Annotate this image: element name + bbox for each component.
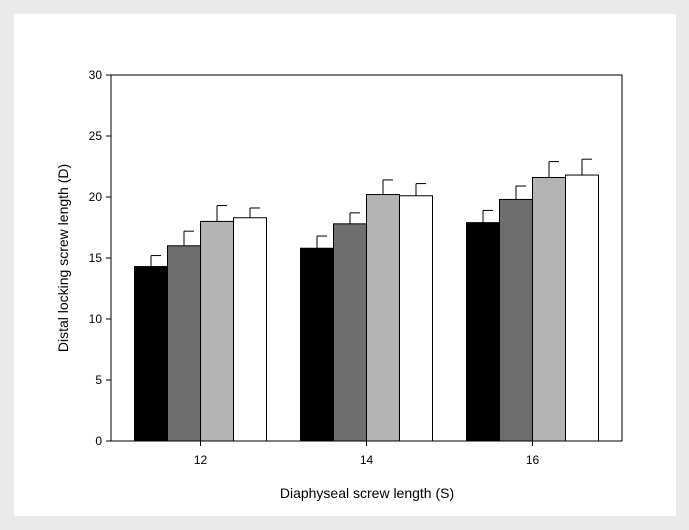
x-tick-label-16: 16	[526, 453, 540, 467]
bar-s1-16	[466, 222, 500, 442]
axes-layer: 0 5 10 15 20 25 30 12 14 16	[89, 68, 623, 467]
bar-s1-12	[134, 266, 168, 442]
bar-s3-12	[200, 220, 234, 442]
bar-s3-16	[532, 176, 566, 442]
bar-s3-14	[366, 194, 400, 442]
y-tick-label-30: 30	[89, 68, 103, 82]
bar-s2-16	[499, 198, 533, 442]
bars-layer	[134, 158, 599, 442]
y-tick-label-0: 0	[95, 434, 102, 448]
bar-s2-12	[167, 245, 201, 442]
y-tick-label-15: 15	[89, 251, 103, 265]
y-axis-title: Distal locking screw length (D)	[55, 164, 71, 352]
x-tick-label-14: 14	[360, 453, 374, 467]
bar-s4-12	[233, 217, 267, 442]
y-tick-label-25: 25	[89, 129, 103, 143]
y-tick-label-20: 20	[89, 190, 103, 204]
bar-s4-16	[565, 174, 599, 442]
x-tick-label-12: 12	[194, 453, 208, 467]
bar-s1-14	[300, 247, 334, 442]
x-axis-title: Diaphyseal screw length (S)	[280, 485, 454, 501]
bar-s4-14	[399, 195, 433, 442]
y-tick-label-5: 5	[95, 373, 102, 387]
bar-s2-14	[333, 223, 367, 442]
y-tick-label-10: 10	[89, 312, 103, 326]
